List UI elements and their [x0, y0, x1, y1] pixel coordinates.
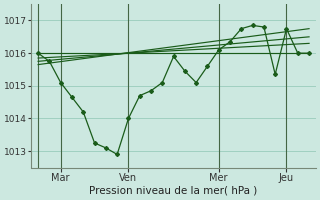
X-axis label: Pression niveau de la mer( hPa ): Pression niveau de la mer( hPa )	[90, 186, 258, 196]
